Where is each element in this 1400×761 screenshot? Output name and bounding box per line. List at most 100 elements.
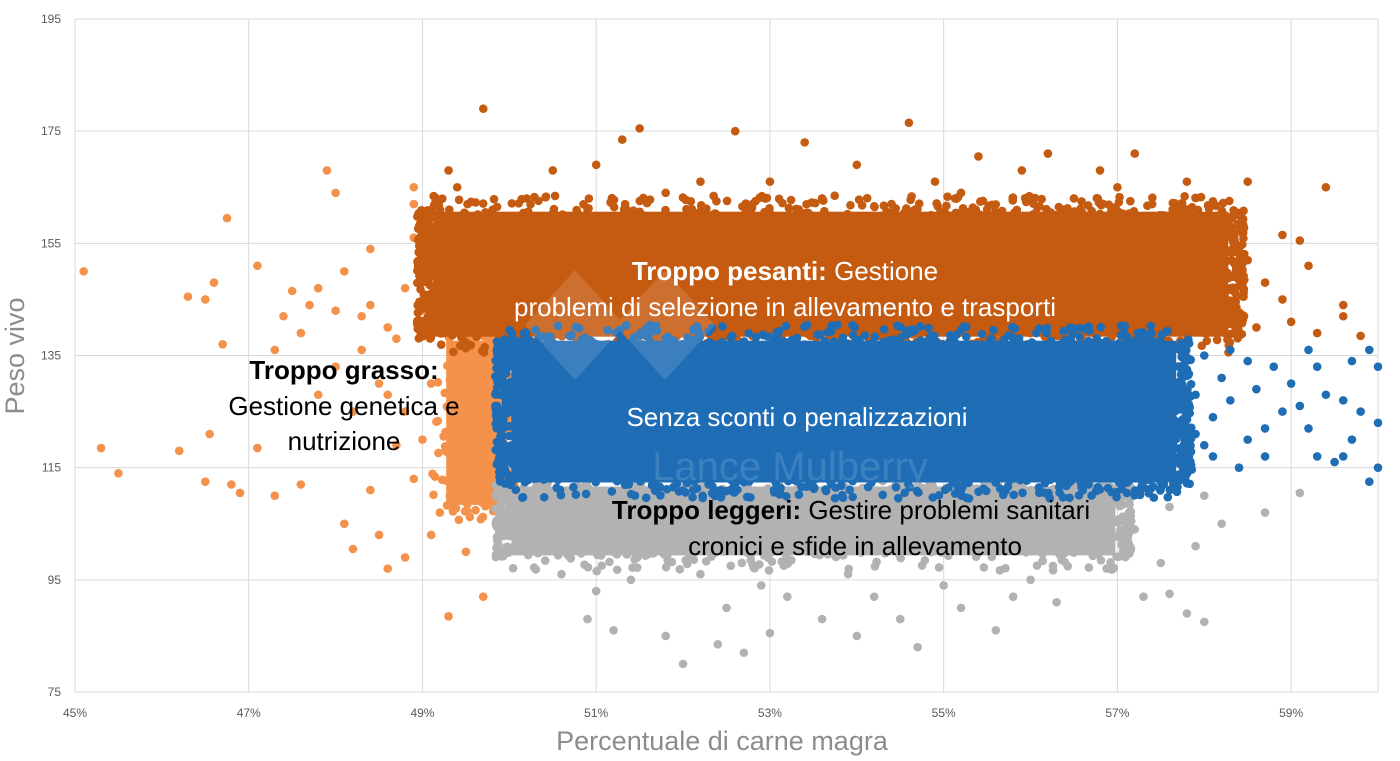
data-point [439,432,448,441]
data-point [743,548,752,558]
data-point [777,294,786,304]
data-point [460,328,470,338]
data-point [995,566,1005,575]
data-point [834,361,843,371]
data-point [634,541,644,551]
data-point [422,213,431,223]
data-point [713,362,723,372]
data-point [471,505,480,515]
data-point [761,270,770,279]
data-point [1060,272,1070,281]
data-point [725,291,734,301]
data-point [577,223,587,232]
data-point [1055,246,1065,255]
data-point [1061,213,1071,223]
data-point [1312,328,1322,338]
data-point [1194,223,1204,233]
data-point [812,376,821,386]
data-point [573,509,582,519]
data-point [604,234,613,244]
data-point [1229,272,1238,282]
data-point [551,242,560,252]
data-point [734,241,744,250]
data-point [912,269,921,279]
data-point [1085,275,1095,285]
data-point [619,501,628,510]
data-point [645,195,655,204]
data-point [1321,182,1331,192]
data-point [992,539,1002,548]
data-point [739,322,749,331]
data-point [1031,528,1040,538]
data-point [521,533,531,543]
data-point [1212,335,1222,345]
data-point [1011,349,1021,359]
data-point [1166,261,1176,271]
data-point [572,205,581,215]
data-point [762,247,772,257]
data-point [1143,295,1153,304]
data-point [1232,331,1242,340]
data-point [1060,557,1070,567]
data-point [536,220,545,230]
data-point [820,539,830,549]
data-point [1113,532,1122,541]
data-point [1074,268,1084,277]
data-point [656,519,666,529]
x-tick-label: 57% [1105,706,1129,720]
data-point [1038,370,1048,380]
data-point [450,244,460,253]
data-point [702,403,712,412]
data-point [541,192,551,201]
data-point [690,265,699,274]
data-point [1055,457,1064,467]
data-point [769,499,779,509]
data-point [1022,343,1032,353]
data-point [440,228,450,237]
data-point [689,213,699,222]
data-point [451,308,461,317]
data-point [357,311,366,321]
data-point [1185,213,1194,222]
data-point [916,336,926,345]
data-point [482,290,492,300]
data-point [1115,403,1124,413]
data-point [1008,196,1018,205]
data-point [1203,312,1213,322]
data-point [1097,533,1107,542]
data-point [844,534,854,543]
data-point [1054,222,1063,231]
data-point [1084,563,1094,572]
data-point [923,348,933,357]
data-point [689,305,699,314]
data-point [1338,300,1348,310]
data-point [1119,537,1128,547]
data-point [442,402,452,411]
data-point [313,283,323,293]
data-point [722,248,731,257]
data-point [673,220,683,229]
data-point [608,294,618,304]
data-point [510,525,520,534]
y-tick-label: 115 [42,461,61,475]
data-point [926,294,936,303]
data-point [704,276,714,285]
data-point [876,228,885,237]
data-point [854,391,863,400]
data-point [392,334,401,343]
data-point [1010,282,1020,291]
data-point [633,517,642,527]
data-point [508,241,518,251]
data-point [552,541,561,550]
data-point [474,483,483,493]
data-point [718,508,727,517]
data-point [413,317,423,326]
data-point [921,492,930,502]
data-point [704,257,713,266]
data-point [296,480,306,489]
data-point [483,490,493,500]
data-point [1214,300,1224,309]
data-point [935,219,944,228]
data-point [569,545,579,554]
data-point [719,236,729,245]
